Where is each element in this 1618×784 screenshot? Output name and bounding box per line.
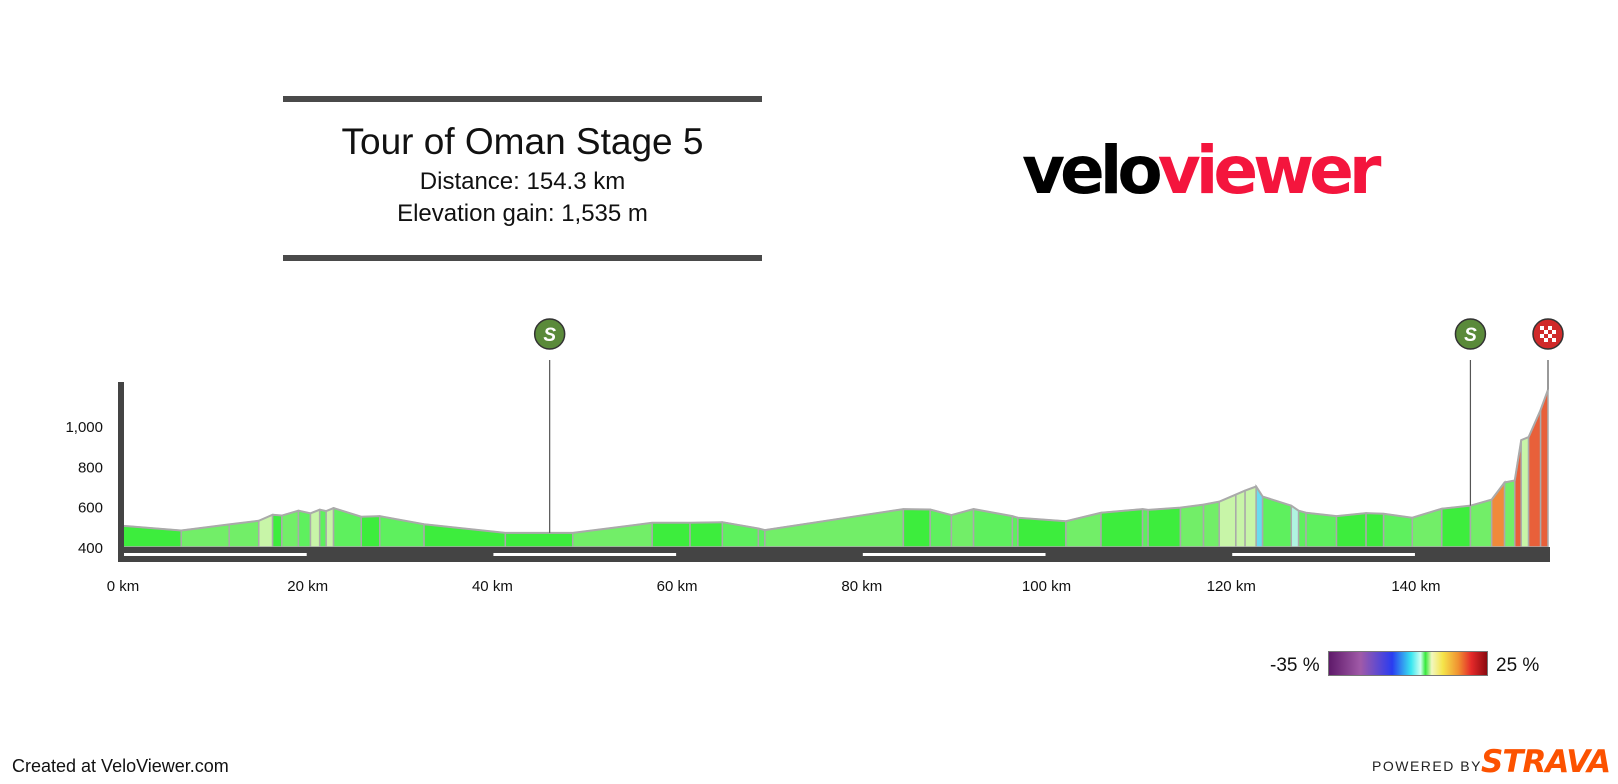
checkered-flag-icon xyxy=(1552,330,1556,334)
profile-segment xyxy=(1411,507,1443,548)
x-tick-label: 80 km xyxy=(841,578,882,595)
veloviewer-logo: veloviewer xyxy=(1022,138,1381,204)
profile-segment xyxy=(1365,512,1385,548)
y-tick-label: 1,000 xyxy=(65,419,103,436)
distance-band xyxy=(124,553,307,556)
checkered-flag-icon xyxy=(1540,338,1544,342)
profile-segment xyxy=(1202,500,1220,548)
profile-segment xyxy=(1011,515,1019,548)
title-top-rule xyxy=(283,96,762,102)
x-axis-band xyxy=(118,547,1550,562)
checkered-flag-icon xyxy=(1548,330,1552,334)
profile-segment xyxy=(689,521,724,548)
sprint-marker-icon xyxy=(533,318,566,350)
checkered-flag-icon xyxy=(1552,326,1556,330)
profile-segment xyxy=(281,509,300,548)
profile-segment xyxy=(318,508,327,548)
profile-segment xyxy=(1305,511,1338,548)
checkered-flag-icon xyxy=(1544,326,1548,330)
profile-segment xyxy=(1539,389,1549,548)
sprint-icon-letter: S xyxy=(543,325,556,346)
distance-band xyxy=(493,553,677,556)
distance-label: Distance: 154.3 km xyxy=(419,168,626,195)
profile-outline xyxy=(122,389,1549,534)
profile-segment xyxy=(1335,512,1367,548)
distance-band xyxy=(862,553,1046,556)
checkered-flag-icon xyxy=(1552,334,1556,338)
x-tick-label: 20 km xyxy=(287,578,328,595)
checkered-flag-icon xyxy=(1540,334,1544,338)
logo-velo: velo xyxy=(1022,132,1163,209)
logo-viewer: viewer xyxy=(1157,132,1382,209)
profile-segment xyxy=(325,506,335,548)
profile-segment xyxy=(1147,506,1182,548)
checkered-flag-icon xyxy=(1548,338,1552,342)
profile-segment xyxy=(1100,508,1144,548)
profile-segment xyxy=(1382,512,1413,548)
profile-segment xyxy=(1017,516,1067,548)
profile-segment xyxy=(332,507,363,548)
profile-segment xyxy=(360,515,381,548)
x-tick-label: 140 km xyxy=(1391,578,1440,595)
checkered-flag-icon xyxy=(1544,330,1548,334)
title-bottom-rule xyxy=(283,255,762,261)
gradient-legend-max: 25 % xyxy=(1496,655,1540,676)
profile-segment xyxy=(271,513,283,548)
profile-segment xyxy=(1297,509,1307,548)
gradient-legend-min: -35 % xyxy=(1270,655,1320,676)
x-tick-label: 60 km xyxy=(657,578,698,595)
profile-segment xyxy=(1235,489,1246,548)
profile-segment xyxy=(572,521,653,548)
gradient-legend-bar xyxy=(1328,651,1488,676)
profile-segment xyxy=(504,532,574,548)
checkered-flag-icon xyxy=(1552,338,1556,342)
profile-segment xyxy=(1527,409,1542,548)
x-tick-label: 100 km xyxy=(1022,578,1071,595)
created-at-link[interactable]: Created at VeloViewer.com xyxy=(12,756,229,776)
stage-title: Tour of Oman Stage 5 xyxy=(341,121,704,162)
profile-segment xyxy=(1469,498,1493,548)
powered-by-label: POWERED BY xyxy=(1372,758,1482,774)
profile-segment xyxy=(1141,508,1149,548)
title-box: Tour of Oman Stage 5 Distance: 154.3 km … xyxy=(283,96,762,261)
sprint-marker-icon xyxy=(1454,318,1487,350)
checkered-flag-icon xyxy=(1548,334,1552,338)
profile-segment xyxy=(1290,504,1300,548)
x-tick-label: 40 km xyxy=(472,578,513,595)
profile-segment xyxy=(1244,485,1257,548)
checkered-flag-icon xyxy=(1548,326,1552,330)
elevation-gain-label: Elevation gain: 1,535 m xyxy=(397,200,648,227)
x-tick-label: 120 km xyxy=(1207,578,1256,595)
profile-segment xyxy=(1441,504,1472,548)
checkered-flag-icon xyxy=(1544,338,1548,342)
profile-segment xyxy=(1503,479,1516,548)
sprint-icon-letter: S xyxy=(1464,325,1477,346)
checkered-flag-icon xyxy=(1540,326,1544,330)
profile-segment xyxy=(1520,435,1530,548)
profile-segment xyxy=(902,508,931,548)
profile-segment xyxy=(651,522,691,548)
distance-band xyxy=(1232,553,1415,556)
profile-segment xyxy=(309,508,321,548)
x-tick-label: 0 km xyxy=(107,578,140,595)
checkered-flag-icon xyxy=(1544,334,1548,338)
y-tick-label: 800 xyxy=(78,459,103,476)
checkered-flag-icon xyxy=(1540,330,1544,334)
y-tick-label: 400 xyxy=(78,540,103,557)
profile-segment xyxy=(1179,503,1205,548)
profile-segment xyxy=(297,509,312,548)
strava-logo: STRAVA xyxy=(1481,744,1611,780)
elevation-profile-chart: 400 600 800 1,000 0 km 20 km 40 km 60 km 80 km 10… xyxy=(65,318,1564,595)
y-tick-label: 600 xyxy=(78,500,103,517)
profile-segment xyxy=(1218,493,1237,548)
y-axis xyxy=(118,382,124,562)
profile-segment xyxy=(764,508,905,548)
profile-segment xyxy=(757,527,766,548)
